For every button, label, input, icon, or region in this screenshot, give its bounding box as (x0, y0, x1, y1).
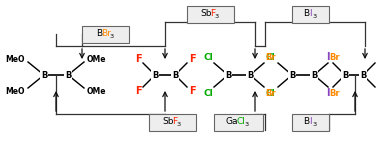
Text: Br: Br (330, 89, 340, 98)
Text: B: B (247, 70, 253, 80)
Text: F: F (189, 54, 195, 64)
Text: Br: Br (266, 89, 276, 98)
Text: B: B (360, 70, 366, 80)
Text: Sb: Sb (200, 9, 212, 18)
Text: 3: 3 (110, 34, 114, 39)
Text: B: B (172, 70, 178, 80)
Text: Br: Br (101, 29, 111, 38)
Text: B: B (303, 9, 309, 18)
Text: OMe: OMe (87, 87, 107, 96)
Text: 3: 3 (313, 122, 316, 127)
Text: I: I (310, 9, 312, 18)
FancyBboxPatch shape (291, 5, 328, 22)
Text: I: I (326, 52, 330, 62)
Text: B: B (303, 118, 309, 127)
Text: F: F (211, 9, 215, 18)
Text: MeO: MeO (6, 54, 25, 63)
Text: B: B (96, 29, 102, 38)
Text: B: B (41, 70, 47, 80)
Text: 3: 3 (245, 122, 249, 127)
FancyBboxPatch shape (214, 114, 262, 131)
Text: 3: 3 (177, 122, 181, 127)
Text: Br: Br (266, 52, 276, 61)
Text: F: F (189, 86, 195, 96)
Text: I: I (326, 88, 330, 98)
Text: Cl: Cl (237, 118, 245, 127)
Text: B: B (152, 70, 158, 80)
Text: Cl: Cl (265, 89, 275, 98)
Text: F: F (135, 54, 141, 64)
Text: B: B (289, 70, 295, 80)
Text: MeO: MeO (6, 87, 25, 96)
Text: OMe: OMe (87, 54, 107, 63)
FancyBboxPatch shape (82, 25, 129, 42)
Text: Sb: Sb (163, 118, 174, 127)
Text: I: I (310, 118, 312, 127)
Text: Cl: Cl (203, 89, 213, 98)
Text: B: B (311, 70, 317, 80)
Text: Cl: Cl (203, 52, 213, 61)
Text: B: B (65, 70, 71, 80)
FancyBboxPatch shape (186, 5, 234, 22)
FancyBboxPatch shape (291, 114, 328, 131)
Text: 3: 3 (215, 14, 219, 19)
FancyBboxPatch shape (149, 114, 195, 131)
Text: B: B (342, 70, 348, 80)
Text: Cl: Cl (265, 52, 275, 61)
Text: F: F (172, 118, 178, 127)
Text: Ga: Ga (226, 118, 238, 127)
Text: B: B (225, 70, 231, 80)
Text: Br: Br (330, 52, 340, 61)
Text: F: F (135, 86, 141, 96)
Text: 3: 3 (313, 14, 316, 19)
